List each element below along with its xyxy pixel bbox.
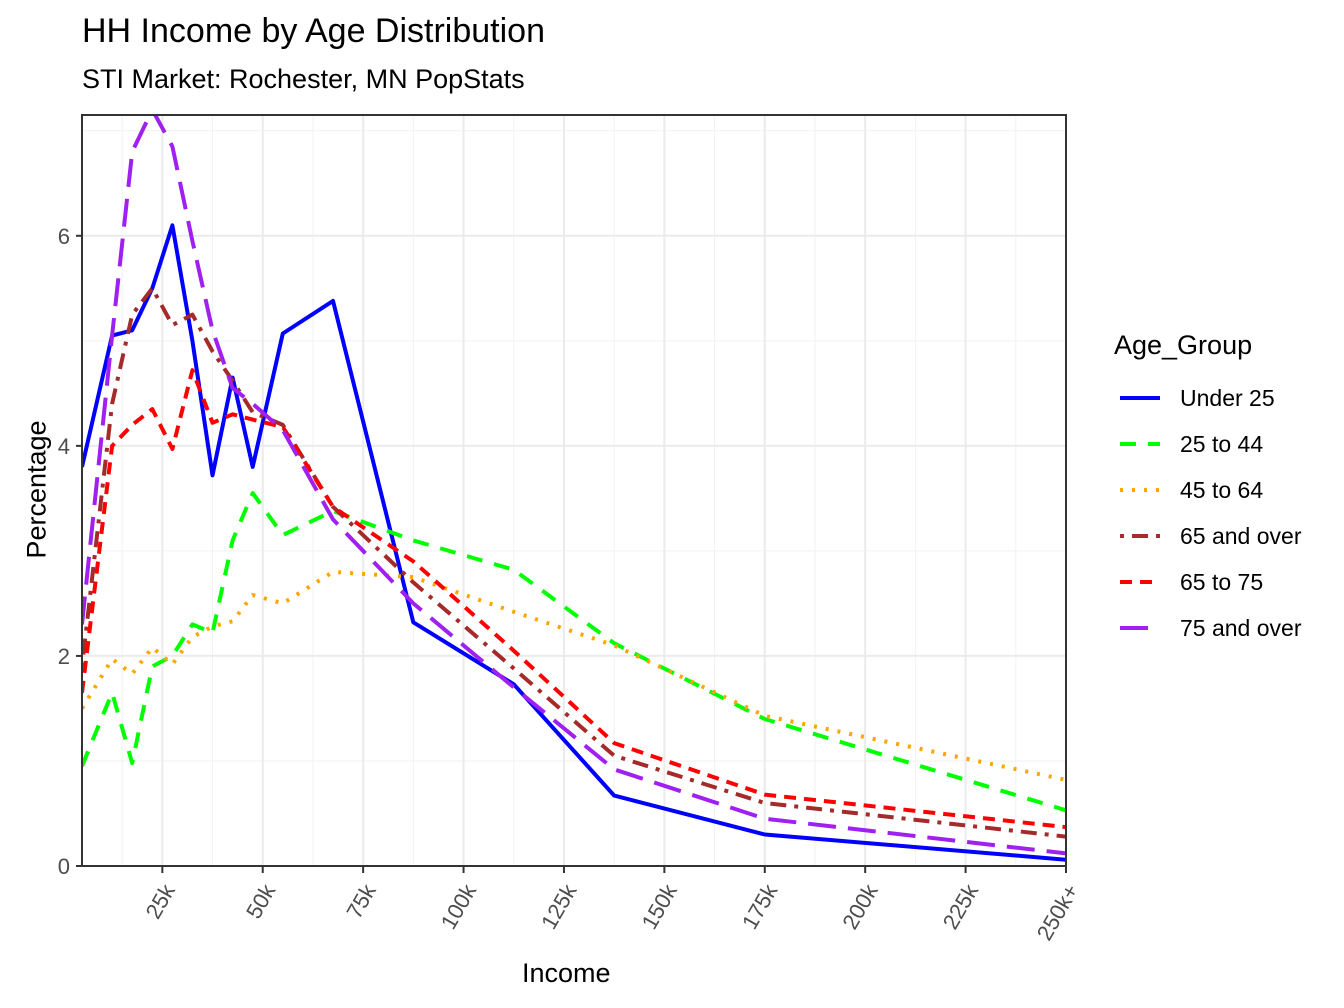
legend-label: 45 to 64 — [1180, 476, 1264, 503]
legend-label: Under 25 — [1180, 384, 1275, 411]
plot-border — [81, 114, 1067, 867]
legend-item-0: Under 25 — [1114, 375, 1301, 421]
x-tick-label: 100k — [436, 879, 482, 934]
legend-key-icon — [1120, 442, 1160, 446]
x-tick-label: 200k — [837, 879, 883, 934]
y-tick-label: 6 — [58, 224, 70, 249]
series-line-4 — [82, 368, 1066, 830]
y-tick-label: 4 — [58, 434, 70, 459]
series-line-5 — [82, 115, 1066, 856]
legend-item-1: 25 to 44 — [1114, 421, 1301, 467]
legend-key-icon — [1120, 396, 1160, 400]
x-axis-title: Income — [522, 958, 611, 988]
x-tick-label: 75k — [341, 879, 381, 923]
x-tick-label: 25k — [141, 879, 181, 923]
legend-item-2: 45 to 64 — [1114, 467, 1301, 513]
x-tick-label: 250k+ — [1032, 880, 1084, 945]
legend-key-icon — [1120, 580, 1160, 584]
legend-key-icon — [1120, 534, 1160, 538]
legend-key-icon — [1120, 626, 1160, 630]
legend-label: 65 and over — [1180, 522, 1302, 549]
y-tick-label: 0 — [58, 854, 70, 879]
x-tick-label: 225k — [938, 879, 984, 934]
legend: Age_Group Under 25 25 to 44 45 to 64 65 and… — [1114, 330, 1301, 651]
legend-title: Age_Group — [1114, 330, 1253, 360]
series-lines — [82, 115, 1066, 862]
legend-key-icon — [1120, 488, 1160, 492]
y-axis-title: Percentage — [21, 420, 52, 559]
legend-item-4: 65 to 75 — [1114, 559, 1301, 605]
x-tick-label: 50k — [241, 879, 281, 923]
series-line-0 — [82, 223, 1066, 862]
x-tick-label: 125k — [536, 879, 582, 934]
x-tick-label: 150k — [637, 879, 683, 934]
legend-label: 75 and over — [1180, 614, 1302, 641]
series-line-3 — [82, 286, 1066, 839]
x-tick-label: 175k — [737, 879, 783, 934]
legend-item-5: 75 and over — [1114, 605, 1301, 651]
chart-subtitle: STI Market: Rochester, MN PopStats — [82, 64, 525, 94]
chart-title: HH Income by Age Distribution — [82, 12, 545, 50]
series-line-1 — [82, 491, 1066, 813]
legend-item-3: 65 and over — [1114, 513, 1301, 559]
y-tick-label: 2 — [58, 644, 70, 669]
legend-label: 25 to 44 — [1180, 430, 1264, 457]
legend-label: 65 to 75 — [1180, 568, 1264, 595]
